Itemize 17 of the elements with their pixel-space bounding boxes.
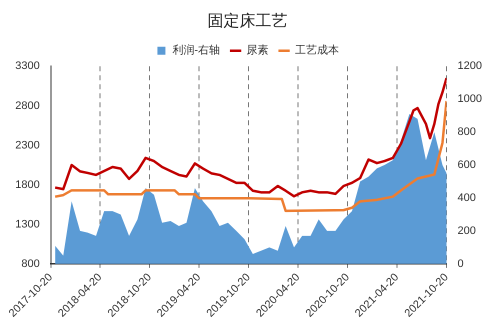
- y2-tick-label: 1200: [458, 60, 482, 72]
- legend-label: 工艺成本: [295, 44, 340, 57]
- y2-tick-label: 400: [458, 192, 476, 204]
- legend-label: 尿素: [246, 44, 269, 57]
- y-tick-label: 800: [21, 258, 40, 270]
- y-tick-label: 2300: [15, 139, 40, 152]
- y-tick-label: 2800: [15, 100, 40, 112]
- y2-tick-label: 200: [458, 224, 476, 237]
- chart-title: 固定床工艺: [208, 12, 288, 30]
- y2-tick-label: 600: [458, 159, 476, 172]
- y-tick-label: 1800: [15, 178, 40, 191]
- y-tick-label: 1300: [15, 218, 40, 230]
- y2-tick-label: 0: [458, 258, 464, 270]
- y-tick-label: 3300: [15, 60, 40, 72]
- legend-label: 利润-右轴: [172, 44, 220, 57]
- y2-tick-label: 1000: [458, 93, 482, 106]
- y2-tick-label: 800: [458, 126, 476, 138]
